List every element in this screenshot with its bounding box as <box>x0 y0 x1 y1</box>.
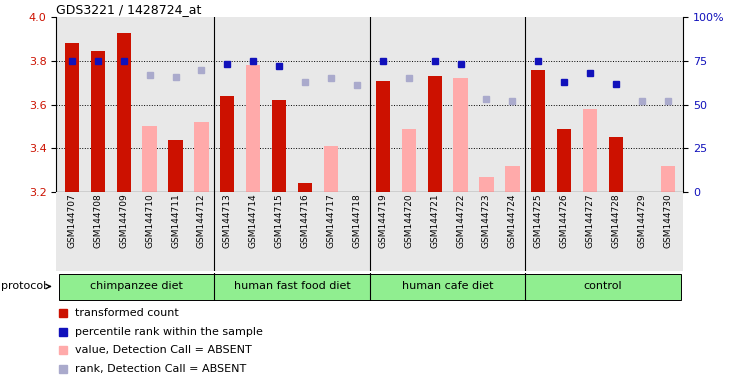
FancyBboxPatch shape <box>526 274 681 300</box>
Text: GSM144718: GSM144718 <box>352 194 361 248</box>
Text: GSM144722: GSM144722 <box>456 194 465 248</box>
Text: GSM144720: GSM144720 <box>404 194 413 248</box>
Bar <box>168 140 182 192</box>
Bar <box>324 146 338 192</box>
Bar <box>143 126 157 192</box>
Text: GSM144719: GSM144719 <box>379 194 388 248</box>
Text: GSM144721: GSM144721 <box>430 194 439 248</box>
Bar <box>557 129 572 192</box>
Bar <box>609 137 623 192</box>
Text: GDS3221 / 1428724_at: GDS3221 / 1428724_at <box>56 3 202 16</box>
Text: GSM144725: GSM144725 <box>534 194 543 248</box>
Text: GSM144715: GSM144715 <box>275 194 284 248</box>
Bar <box>427 76 442 192</box>
Text: GSM144726: GSM144726 <box>559 194 569 248</box>
Text: control: control <box>584 281 623 291</box>
Bar <box>505 166 520 192</box>
Bar <box>376 81 390 192</box>
Bar <box>479 177 493 192</box>
Text: percentile rank within the sample: percentile rank within the sample <box>75 326 263 337</box>
Text: human cafe diet: human cafe diet <box>402 281 493 291</box>
Bar <box>583 109 597 192</box>
Text: GSM144707: GSM144707 <box>68 194 77 248</box>
Text: GSM144730: GSM144730 <box>663 194 672 248</box>
FancyBboxPatch shape <box>59 274 214 300</box>
Bar <box>246 65 261 192</box>
FancyBboxPatch shape <box>56 192 683 271</box>
Text: value, Detection Call = ABSENT: value, Detection Call = ABSENT <box>75 345 252 355</box>
Text: GSM144711: GSM144711 <box>171 194 180 248</box>
Bar <box>454 78 468 192</box>
Bar <box>65 43 79 192</box>
Text: GSM144724: GSM144724 <box>508 194 517 248</box>
Text: protocol: protocol <box>1 281 50 291</box>
FancyBboxPatch shape <box>369 274 526 300</box>
Text: GSM144727: GSM144727 <box>586 194 595 248</box>
Bar <box>402 129 416 192</box>
Bar <box>298 183 312 192</box>
Bar <box>195 122 209 192</box>
Text: GSM144728: GSM144728 <box>611 194 620 248</box>
Text: GSM144712: GSM144712 <box>197 194 206 248</box>
Text: GSM144716: GSM144716 <box>300 194 309 248</box>
Text: GSM144710: GSM144710 <box>145 194 154 248</box>
Text: human fast food diet: human fast food diet <box>234 281 351 291</box>
Bar <box>220 96 234 192</box>
Bar <box>661 166 675 192</box>
Text: GSM144709: GSM144709 <box>119 194 128 248</box>
Bar <box>91 51 105 192</box>
Text: chimpanzee diet: chimpanzee diet <box>90 281 183 291</box>
Text: GSM144708: GSM144708 <box>93 194 102 248</box>
FancyBboxPatch shape <box>214 274 369 300</box>
Text: transformed count: transformed count <box>75 308 179 318</box>
Text: GSM144713: GSM144713 <box>223 194 232 248</box>
Bar <box>531 70 545 192</box>
Text: GSM144723: GSM144723 <box>482 194 491 248</box>
Text: GSM144714: GSM144714 <box>249 194 258 248</box>
Bar <box>116 33 131 192</box>
Text: GSM144729: GSM144729 <box>638 194 647 248</box>
Bar <box>272 100 286 192</box>
Text: GSM144717: GSM144717 <box>327 194 336 248</box>
Text: rank, Detection Call = ABSENT: rank, Detection Call = ABSENT <box>75 364 246 374</box>
